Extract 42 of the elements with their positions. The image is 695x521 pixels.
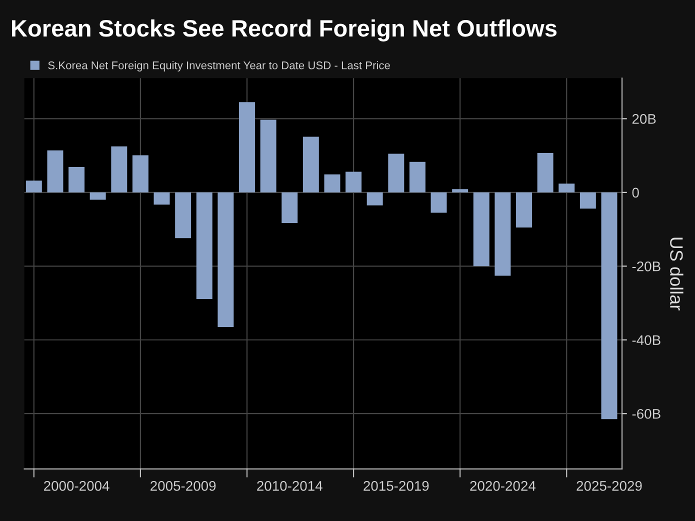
y-tick-label: 0 xyxy=(632,188,639,198)
bar xyxy=(388,154,404,192)
y-axis-title: US dollar xyxy=(670,238,684,310)
bar xyxy=(516,192,532,228)
bar xyxy=(494,192,511,276)
text: 2000-2004 xyxy=(44,480,110,491)
bar xyxy=(175,192,192,238)
bar xyxy=(282,192,298,224)
bar xyxy=(558,184,575,192)
bar xyxy=(302,136,319,192)
bar xyxy=(260,120,276,192)
bar xyxy=(473,192,490,266)
text: 2010-2014 xyxy=(257,480,322,491)
bar xyxy=(111,146,128,192)
bar xyxy=(409,162,426,192)
bar xyxy=(366,192,383,206)
y-tick-label: -20B xyxy=(632,261,660,272)
chart-title: Korean Stocks See Record Foreign Net Outflows xyxy=(12,19,557,42)
text: 2020-2024 xyxy=(470,480,536,491)
bar xyxy=(68,166,85,192)
bar xyxy=(452,189,468,192)
bar xyxy=(601,192,618,420)
bar xyxy=(239,102,255,192)
bar xyxy=(580,192,596,209)
y-tick-label: -40B xyxy=(632,335,660,346)
bar xyxy=(154,192,170,205)
bar xyxy=(430,192,447,213)
bar xyxy=(218,192,234,327)
bar xyxy=(324,174,340,192)
bar xyxy=(132,155,148,192)
bar xyxy=(346,172,362,192)
text: 2005-2009 xyxy=(150,480,216,491)
legend-label: S.Korea Net Foreign Equity Investment Year to Date USD - Last Price xyxy=(48,61,390,72)
bar xyxy=(537,152,554,192)
text: 2015-2019 xyxy=(364,480,429,491)
y-tick-label: 20B xyxy=(632,114,656,124)
bar xyxy=(90,192,106,200)
bar xyxy=(196,192,212,299)
y-tick-label: -60B xyxy=(632,408,660,419)
bar xyxy=(26,180,42,192)
bar xyxy=(47,150,64,192)
text: 2025-2029 xyxy=(576,480,642,491)
